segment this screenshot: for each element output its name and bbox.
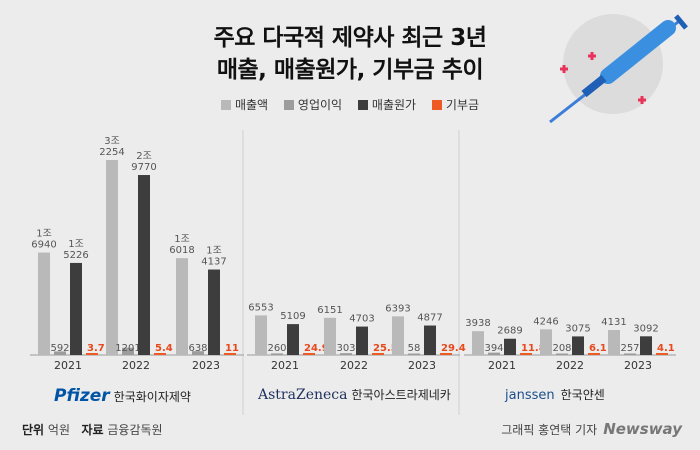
bar [303,353,315,355]
bar [271,353,283,355]
footer-source: 단위 억원 자료 금융감독원 [22,423,163,437]
year-tick-label: 2021 [54,359,82,372]
bar [392,316,404,355]
data-label: 592 [50,343,69,354]
data-label: 394 [484,343,503,354]
data-label: 638 [188,343,207,354]
data-label: 3.7 [87,343,105,354]
bar [440,353,452,355]
bar [488,352,500,355]
year-tick-label: 2022 [122,359,150,372]
bar [86,353,98,355]
data-label: 29.4 [441,343,466,354]
data-label: 260 [267,343,286,354]
data-label: 2689 [497,326,522,337]
pfizer-logo: Pfizer 한국화이자제약 [54,386,191,406]
bar [287,324,299,355]
year-tick-label: 2023 [408,359,436,372]
legend-item: 영업이익 [283,96,342,113]
bar [340,353,352,355]
data-label: 58 [408,343,421,354]
bar [255,315,267,355]
year-tick-label: 2021 [271,359,299,372]
data-label: 4246 [533,316,558,327]
bar [38,252,50,355]
bar [504,338,516,355]
data-label: 1조 6940 [31,229,56,251]
data-label: 4703 [349,314,374,325]
data-label: 25.5 [373,343,398,354]
bar [138,175,150,355]
data-label: 3075 [565,323,590,334]
data-label: 257 [620,343,639,354]
bar [608,330,620,355]
data-label: 1조 6018 [169,234,194,256]
data-label: 6151 [317,305,342,316]
data-label: 208 [552,343,571,354]
data-label: 4.1 [657,343,675,354]
bar [572,336,584,355]
bar [472,331,484,355]
data-label: 303 [336,343,355,354]
legend-item: 매출액 [220,96,268,113]
astrazeneca-logo: AstraZeneca 한국아스트라제네카 [258,387,451,403]
bar [640,336,652,355]
data-label: 5.4 [155,343,173,354]
bar [588,353,600,355]
data-label: 1조 5226 [63,239,88,261]
janssen-logo: janssen 한국얀센 [505,388,605,403]
bar [54,351,66,355]
bar [556,353,568,355]
bar [70,262,82,355]
data-label: 3조 2254 [99,136,124,158]
bar [408,353,420,355]
bar [106,160,118,355]
bar [224,353,236,355]
data-label: 6.1 [589,343,607,354]
bar [372,353,384,355]
legend-item: 기부금 [431,96,479,113]
data-label: 24.9 [304,343,329,354]
data-label: 3092 [633,323,658,334]
title-line-1: 주요 다국적 제약사 최근 3년 [213,25,487,51]
bar [540,329,552,355]
bar [122,347,134,355]
data-label: 2조 9770 [131,151,156,173]
year-tick-label: 2023 [192,359,220,372]
year-tick-label: 2022 [556,359,584,372]
year-tick-label: 2023 [624,359,652,372]
bar [356,326,368,355]
data-label: 1조 4137 [201,246,226,268]
data-label: 6553 [248,302,273,313]
bar [192,351,204,355]
data-label: 5109 [280,311,305,322]
bar [208,269,220,355]
bar [324,317,336,355]
data-label: 1201 [115,343,140,354]
legend: 매출액 영업이익 매출원가 기부금 [0,96,700,113]
legend-item: 매출원가 [357,96,416,113]
bar [176,258,188,355]
title-line-2: 매출, 매출원가, 기부금 추이 [216,57,484,83]
data-label: 3938 [465,318,490,329]
syringe-icon [549,14,688,124]
year-tick-label: 2022 [340,359,368,372]
data-label: 4877 [417,313,442,324]
bar [520,353,532,355]
data-label: 11 [225,343,239,354]
bar [154,353,166,355]
bar [424,325,436,355]
bar [624,353,636,355]
footer-credit: 그래픽 홍연택 기자 Newsway [501,420,682,438]
bar [656,353,668,355]
data-label: 11.8 [521,343,546,354]
year-tick-label: 2021 [488,359,516,372]
data-label: 6393 [385,303,410,314]
data-label: 4131 [601,317,626,328]
